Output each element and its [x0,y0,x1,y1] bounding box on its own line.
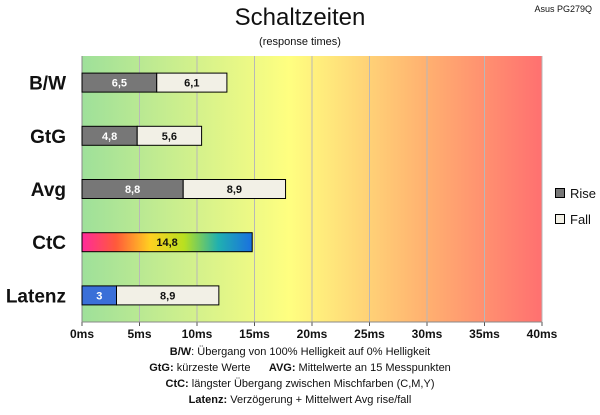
note-gtg-key: GtG: [149,362,174,374]
legend-item-fall: Fall [555,208,596,230]
x-tick-label: 30ms [412,327,443,341]
bar-fall [182,179,287,199]
x-tick-label: 5ms [127,327,151,341]
legend-swatch-rise [555,188,565,198]
bar-rise [81,232,253,253]
bar-fall [116,285,220,306]
chart-subtitle: (response times) [259,36,341,48]
monitor-model-label: Asus PG279Q [534,4,592,14]
note-avg-key: AVG: [268,362,296,374]
note-avg-text: Mittelwerte an 15 Messpunkten [295,362,451,374]
category-label: CtC [32,233,66,254]
chart-legend: Rise Fall [555,182,596,234]
bar-fall-label: 8,9 [160,290,175,302]
bar-rise-label: 8,8 [125,184,140,196]
x-tick-label: 10ms [182,327,213,341]
category-label: Avg [31,180,66,201]
x-tick-label: 40ms [527,327,558,341]
note-bw-text: : Übergang von 100% Helligkeit auf 0% He… [191,346,431,358]
legend-label-rise: Rise [570,185,597,201]
category-label: B/W [29,74,66,95]
note-bw: B/W: Übergang von 100% Helligkeit auf 0%… [0,344,600,360]
bar-fall [136,125,203,146]
note-latenz: Latenz: Verzögerung + Mittelwert Avg ris… [0,392,600,408]
x-tick-label: 25ms [354,327,385,341]
chart-notes: B/W: Übergang von 100% Helligkeit auf 0%… [0,344,600,408]
bar-rise-label: 6,5 [112,78,127,90]
category-label: GtG [30,127,66,148]
note-latenz-text: Verzögerung + Mittelwert Avg rise/fall [227,394,412,406]
x-tick-label: 35ms [469,327,500,341]
bar-fall-label: 6,1 [184,78,199,90]
x-tick-label: 15ms [239,327,270,341]
bar-fall-label: 5,6 [162,131,177,143]
note-ctc-text: längster Übergang zwischen Mischfarben (… [188,378,435,390]
note-bw-key: B/W [169,346,192,358]
note-ctc: CtC: längster Übergang zwischen Mischfar… [0,376,600,392]
bar-rise-label: 14,8 [156,237,177,249]
bar-rise-label: 3 [96,290,102,302]
category-label: Latenz [6,286,66,307]
x-tick-label: 0ms [70,327,94,341]
legend-label-fall: Fall [570,211,591,227]
legend-item-rise: Rise [555,182,596,204]
note-ctc-key: CtC: [165,378,189,390]
legend-swatch-fall [555,214,565,224]
bar-fall [156,72,228,93]
note-gtg-avg: GtG: kürzeste Werte AVG: Mittelwerte an … [0,360,600,376]
note-gtg-text: kürzeste Werte [173,362,251,374]
chart-title: Schaltzeiten [234,4,366,31]
bar-rise-label: 4,8 [102,131,117,143]
x-tick-label: 20ms [297,327,328,341]
note-latenz-key: Latenz: [188,394,228,406]
bar-fall-label: 8,9 [227,184,242,196]
